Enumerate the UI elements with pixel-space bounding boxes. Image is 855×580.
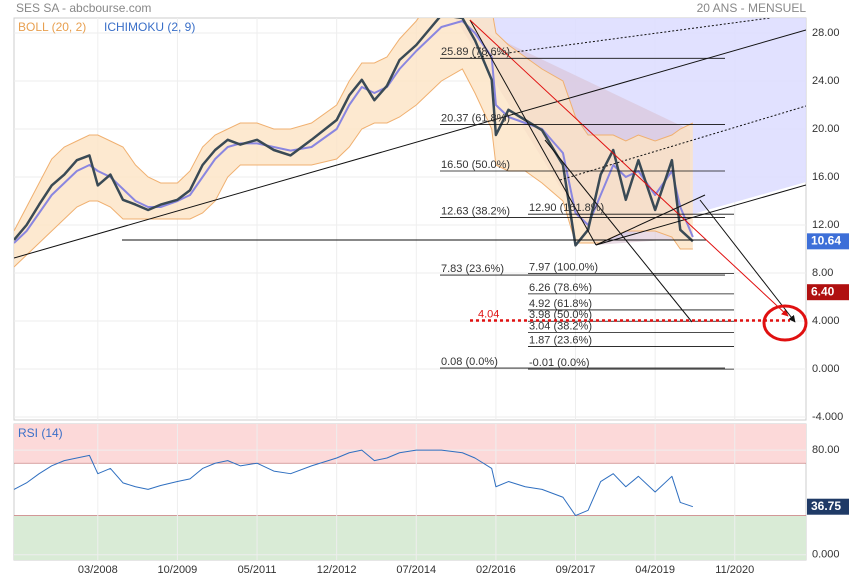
x-tick-label: 11/2020 [715, 564, 754, 576]
rsi-tick-label: 80.00 [812, 444, 840, 456]
fib-leg [595, 194, 706, 246]
legend-ichimoku: ICHIMOKU (2, 9) [104, 20, 195, 34]
fib-label: 3.04 (38.2%) [529, 320, 592, 332]
target-arrow [469, 19, 789, 317]
fib-label: 0.08 (0.0%) [441, 356, 498, 368]
x-tick-label: 04/2019 [635, 564, 675, 576]
fib-label: 3.98 (50.0%) [529, 309, 592, 321]
overbought-zone [14, 424, 806, 464]
y-tick-label: 0.000 [812, 363, 840, 375]
fib-leg [469, 19, 597, 246]
x-tick-label: 07/2014 [396, 564, 436, 576]
x-tick-label: 09/2017 [556, 564, 596, 576]
y-tick-label: 16.00 [812, 171, 840, 183]
bollinger-upper [14, 18, 694, 232]
y-tick-label: 28.00 [812, 27, 840, 39]
period: 20 ANS - MENSUEL [697, 1, 807, 15]
bollinger-fill [14, 18, 693, 267]
rsi-tick-label: 0.000 [812, 549, 840, 561]
title: SES SA - abcbourse.com [16, 1, 151, 15]
fib-label: 4.92 (61.8%) [529, 298, 592, 310]
fib-label: 7.83 (23.6%) [441, 263, 504, 275]
price-badge-label: 36.75 [811, 499, 841, 513]
y-tick-label: 20.00 [812, 123, 840, 135]
price-badge [807, 233, 849, 250]
x-tick-label: 05/2011 [238, 564, 277, 576]
y-tick-label: 24.00 [812, 75, 840, 87]
x-tick-label: 02/2016 [476, 564, 516, 576]
fib-leg [544, 139, 693, 323]
trend-line [14, 29, 806, 259]
trend-lines [14, 18, 806, 323]
arrow [699, 199, 796, 323]
y-tick-label: -4.000 [812, 411, 843, 423]
target-label: 4.04 [478, 308, 499, 320]
bollinger-lower [14, 68, 693, 268]
fib-label: 25.89 (78.6%) [441, 46, 510, 58]
fib-label: -0.01 (0.0%) [529, 357, 590, 369]
fib-label: 12.63 (38.2%) [441, 205, 510, 217]
fib-label: 16.50 (50.0%) [441, 159, 510, 171]
price-line [14, 18, 694, 247]
y-tick-label: 4.000 [812, 315, 840, 327]
trend-line [595, 184, 806, 246]
price-badge [807, 498, 849, 515]
trend-line-dotted [559, 105, 806, 181]
legend-boll: BOLL (20, 2) [18, 20, 86, 34]
fib-label: 1.87 (23.6%) [529, 334, 592, 346]
y-tick-label: 12.00 [812, 219, 840, 231]
x-tick-label: 03/2008 [78, 564, 118, 576]
x-tick-label: 10/2009 [158, 564, 198, 576]
target-circle [762, 304, 808, 342]
trend-line-dotted [469, 18, 771, 59]
fib-label: 7.97 (100.0%) [529, 261, 598, 273]
oversold-zone [14, 515, 806, 560]
fib-label: 20.37 (61.8%) [441, 112, 510, 124]
fib-label: 12.90 (161.8%) [529, 202, 604, 214]
legend-rsi: RSI (14) [18, 426, 63, 440]
price-badge [807, 284, 849, 301]
rsi-line [13, 449, 694, 517]
fib-label: 6.26 (78.6%) [529, 282, 592, 294]
price-badge-label: 6.40 [811, 284, 835, 298]
x-tick-label: 12/2012 [317, 564, 357, 576]
price-badge-label: 10.64 [811, 233, 841, 247]
y-tick-label: 8.00 [812, 267, 833, 279]
